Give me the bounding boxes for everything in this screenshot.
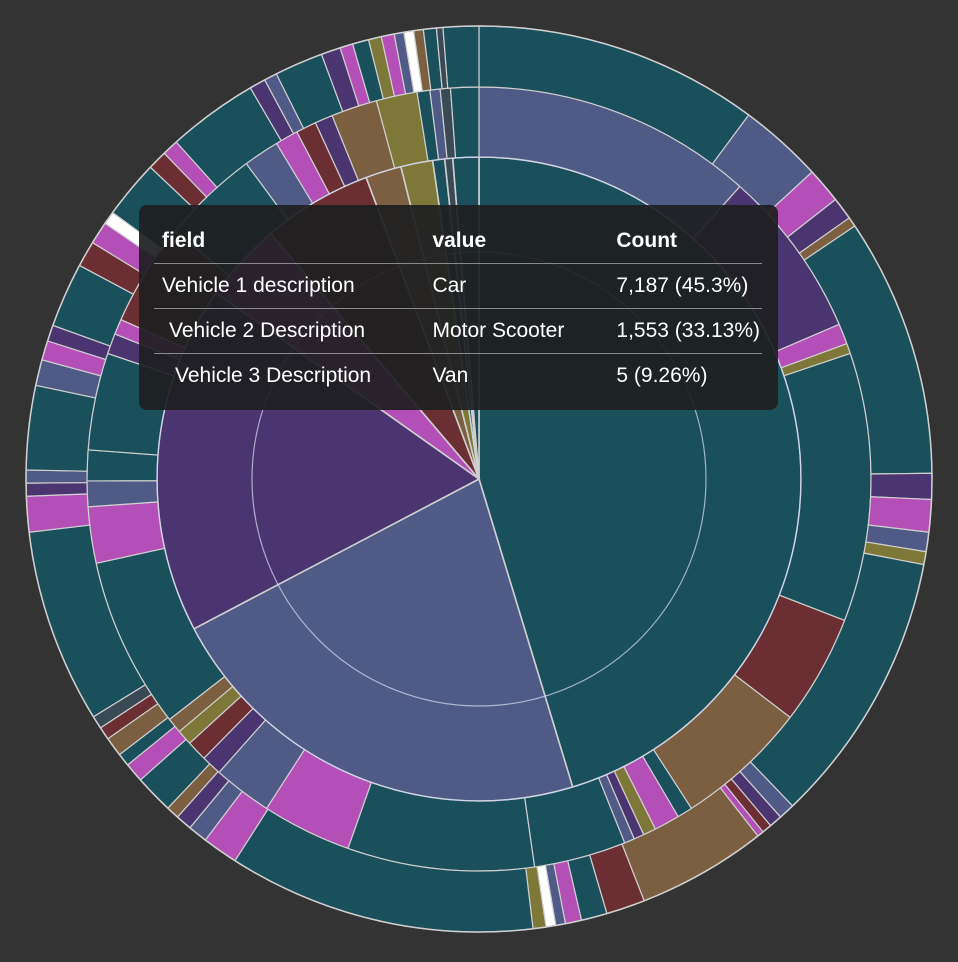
tooltip-count: 5 (9.26%): [616, 364, 708, 387]
tooltip-header-count: Count: [608, 227, 762, 264]
tooltip-field: Vehicle 1 description: [154, 263, 425, 309]
tooltip-row: Vehicle 3 Description Van 5 (9.26%): [154, 354, 762, 399]
tooltip-field: Vehicle 2 Description: [154, 308, 425, 354]
sunburst-segment[interactable]: [25, 469, 88, 484]
tooltip-count: 1,553 (33.13%): [608, 308, 762, 354]
highlight-ring: [156, 156, 802, 802]
hover-tooltip: field value Count Vehicle 1 description …: [139, 205, 778, 410]
sunburst-rings: [25, 25, 933, 933]
outer-boundary: [25, 25, 933, 933]
tooltip-row: Vehicle 1 description Car 7,187 (45.3%): [154, 263, 762, 309]
tooltip-table: field value Count Vehicle 1 description …: [154, 227, 762, 398]
tooltip-header-row: field value Count: [154, 227, 762, 264]
sunburst-segment[interactable]: [449, 86, 480, 159]
sunburst-segment[interactable]: [25, 481, 88, 497]
sunburst-segment[interactable]: [86, 479, 159, 508]
sunburst-segment[interactable]: [25, 384, 97, 472]
tooltip-field: Vehicle 3 Description: [175, 364, 372, 387]
tooltip-header-field: field: [154, 227, 425, 264]
sunburst-segment[interactable]: [25, 493, 91, 533]
tooltip-header-value: value: [424, 227, 609, 264]
tooltip-value: Van: [432, 364, 469, 387]
tooltip-value: Motor Scooter: [424, 308, 609, 354]
sunburst-segment[interactable]: [869, 472, 933, 501]
tooltip-value: Car: [424, 263, 609, 309]
tooltip-row: Vehicle 2 Description Motor Scooter 1,55…: [154, 308, 762, 354]
tooltip-count: 7,187 (45.3%): [608, 263, 762, 309]
sunburst-segment[interactable]: [442, 25, 480, 89]
